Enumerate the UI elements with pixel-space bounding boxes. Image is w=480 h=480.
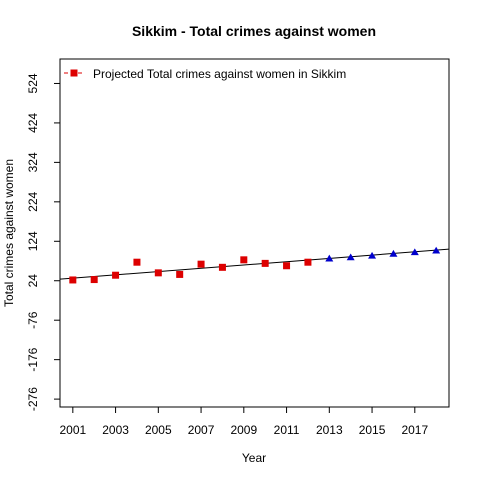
y-axis-label: Total crimes against women <box>2 159 16 307</box>
legend-marker-square <box>70 69 78 77</box>
x-tick-label: 2015 <box>359 423 386 437</box>
y-tick-label: -176 <box>26 347 40 371</box>
y-tick-label: -76 <box>26 311 40 329</box>
x-tick-label: 2003 <box>102 423 129 437</box>
data-point-triangle <box>432 246 441 254</box>
data-point-square <box>218 263 226 271</box>
x-tick-label: 2001 <box>59 423 86 437</box>
data-point-square <box>304 258 312 266</box>
x-tick-label: 2005 <box>145 423 172 437</box>
x-tick-label: 2017 <box>401 423 428 437</box>
data-point-square <box>283 262 291 270</box>
legend: Projected Total crimes against women in … <box>64 67 346 81</box>
y-axis: -276 -176 -76 24 124 224 324 424 524 <box>26 73 60 411</box>
x-tick-label: 2007 <box>188 423 215 437</box>
trend-line <box>60 248 449 280</box>
x-tick-label: 2013 <box>316 423 343 437</box>
data-point-square <box>90 276 98 284</box>
y-tick-label: 324 <box>26 152 40 172</box>
data-point-triangle <box>389 249 398 257</box>
plot-frame <box>59 58 450 408</box>
data-point-triangle <box>410 248 419 256</box>
x-tick-label: 2009 <box>230 423 257 437</box>
data-point-square <box>176 270 184 278</box>
data-point-triangle <box>325 254 334 262</box>
y-tick-label: -276 <box>26 387 40 411</box>
data-point-square <box>261 259 269 267</box>
data-point-square <box>197 260 205 268</box>
data-point-square <box>240 256 248 264</box>
y-tick-label: 524 <box>26 73 40 93</box>
legend-label: Projected Total crimes against women in … <box>93 67 346 81</box>
plot-area <box>60 246 449 284</box>
data-point-triangle <box>368 251 377 259</box>
data-point-triangle <box>346 253 355 261</box>
data-point-square <box>133 258 141 266</box>
x-tick-label: 2011 <box>274 423 300 437</box>
y-tick-label: 424 <box>26 113 40 133</box>
y-tick-label: 224 <box>26 191 40 211</box>
x-axis: 2001 2003 2005 2007 2009 2011 2013 2015 2017 <box>59 407 428 437</box>
data-point-square <box>112 271 120 279</box>
x-axis-label: Year <box>242 451 266 465</box>
data-point-square <box>69 276 77 284</box>
data-point-square <box>154 269 162 277</box>
y-tick-label: 24 <box>26 274 40 288</box>
y-tick-label: 124 <box>26 231 40 251</box>
chart-title: Sikkim - Total crimes against women <box>132 23 376 39</box>
